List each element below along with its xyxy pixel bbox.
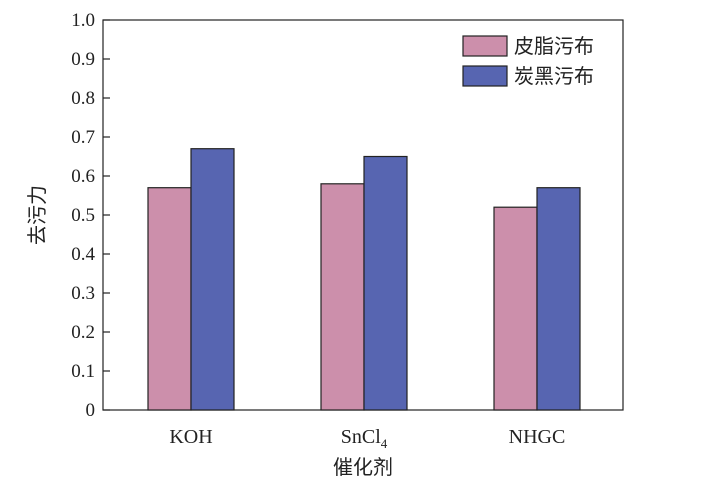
legend-label: 炭黑污布 [514, 64, 594, 88]
y-axis-label: 去污力 [25, 185, 49, 245]
y-tick-label: 0.6 [71, 166, 95, 187]
y-tick-label: 0.8 [71, 88, 95, 109]
bar-sncl4-series-2 [363, 155, 408, 411]
legend-swatch [462, 35, 508, 57]
y-tick-label: 0.2 [71, 322, 95, 343]
bar-koh-series-2 [190, 148, 235, 411]
x-tick-label: SnCl4 [341, 426, 388, 451]
x-axis-label: 催化剂 [333, 455, 393, 479]
bar-nhgc-series-1 [493, 206, 538, 411]
bar-nhgc-series-2 [536, 187, 581, 411]
bar-series [147, 148, 581, 411]
y-tick-label: 1.0 [71, 10, 95, 31]
legend-label: 皮脂污布 [514, 34, 594, 58]
y-tick-label: 0.5 [71, 205, 95, 226]
y-tick-label: 0.1 [71, 361, 95, 382]
y-axis: 0 0.1 0.2 0.3 0.4 0.5 0.6 0.7 0.8 0.9 1.0 [71, 10, 110, 421]
legend-swatch [462, 65, 508, 87]
y-tick-label: 0.7 [71, 127, 95, 148]
y-tick-label: 0.4 [71, 244, 95, 265]
y-tick-label: 0.3 [71, 283, 95, 304]
x-tick-label: KOH [169, 426, 212, 448]
bar-koh-series-1 [147, 187, 192, 411]
y-tick-label: 0.9 [71, 49, 95, 70]
x-tick-label: NHGC [509, 426, 566, 448]
bar-sncl4-series-1 [320, 183, 365, 411]
y-tick-label: 0 [86, 400, 96, 421]
